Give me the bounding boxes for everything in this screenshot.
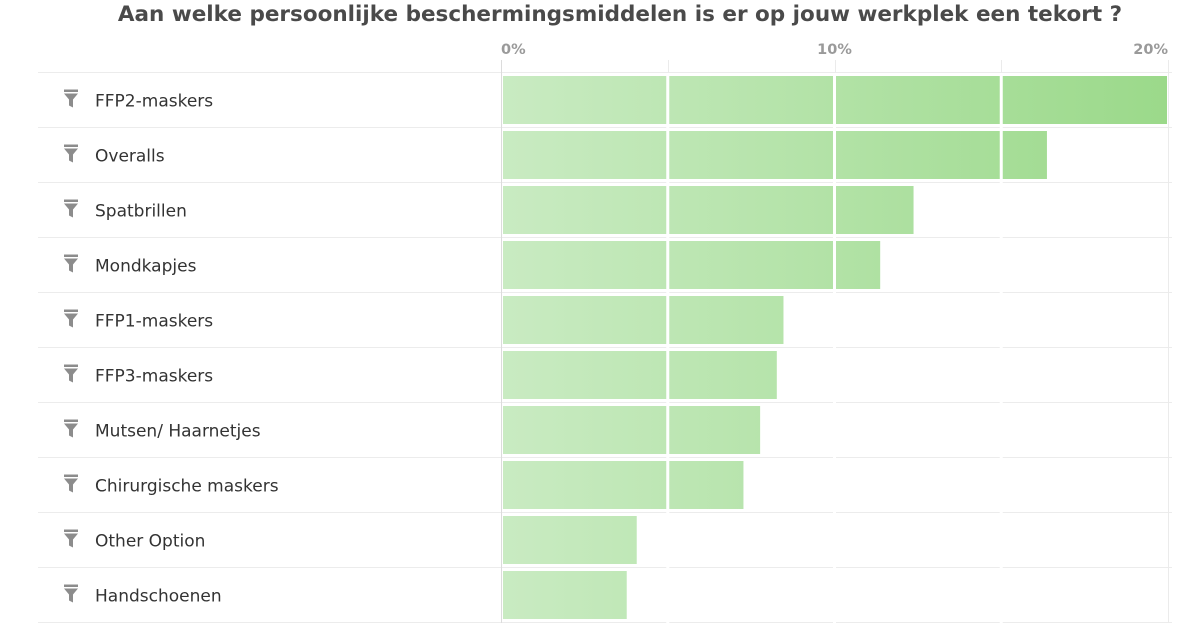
category-label: FFP2-maskers xyxy=(95,92,213,112)
bar[interactable] xyxy=(503,516,637,564)
bar[interactable] xyxy=(503,186,914,234)
filter-icon[interactable] xyxy=(64,89,78,108)
x-tick-label: 10% xyxy=(817,42,852,58)
filter-icon[interactable] xyxy=(64,309,78,328)
category-label: Other Option xyxy=(95,532,205,552)
bar[interactable] xyxy=(503,296,784,344)
x-tick-label: 20% xyxy=(1133,42,1168,58)
filter-icon[interactable] xyxy=(64,199,78,218)
category-label: FFP1-maskers xyxy=(95,312,213,332)
filter-icon[interactable] xyxy=(64,254,78,273)
bar[interactable] xyxy=(503,131,1047,179)
filter-icon[interactable] xyxy=(64,529,78,548)
category-label: Chirurgische maskers xyxy=(95,477,279,497)
category-label: Overalls xyxy=(95,147,165,167)
filter-icon[interactable] xyxy=(64,364,78,383)
bar-segment-divider xyxy=(833,73,836,623)
chart-title: Aan welke persoonlijke beschermingsmidde… xyxy=(117,2,1123,27)
category-label: Handschoenen xyxy=(95,587,222,607)
category-label: FFP3-maskers xyxy=(95,367,213,387)
filter-icon[interactable] xyxy=(64,474,78,493)
bar[interactable] xyxy=(503,571,627,619)
bar[interactable] xyxy=(503,461,744,509)
bar[interactable] xyxy=(503,406,761,454)
filter-icon[interactable] xyxy=(64,144,78,163)
bar[interactable] xyxy=(503,351,777,399)
category-label: Mondkapjes xyxy=(95,257,197,277)
bar[interactable] xyxy=(503,241,881,289)
category-label: Spatbrillen xyxy=(95,202,187,222)
bar-segment-divider xyxy=(999,73,1003,623)
x-tick-label: 0% xyxy=(501,42,526,58)
category-label: Mutsen/ Haarnetjes xyxy=(95,422,261,442)
filter-icon[interactable] xyxy=(64,584,78,603)
filter-icon[interactable] xyxy=(64,419,78,438)
bar-segment-divider xyxy=(666,73,670,623)
